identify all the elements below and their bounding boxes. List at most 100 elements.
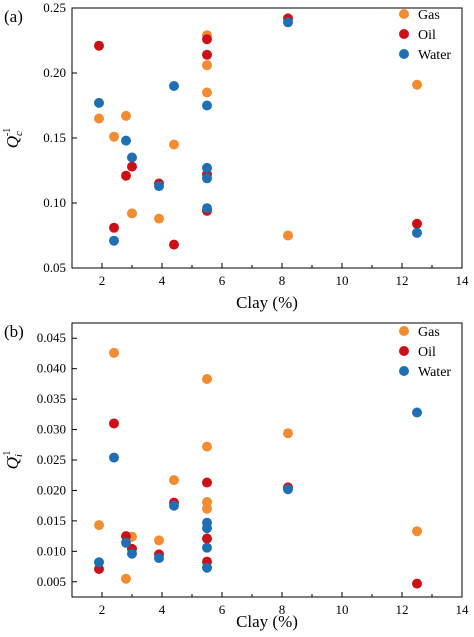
legend-label-oil: Oil (418, 28, 436, 43)
data-point-water (154, 553, 164, 564)
x-tick-label: 14 (456, 602, 470, 617)
y-tick-label: 0.015 (37, 513, 66, 528)
legend-marker-oil (399, 346, 409, 356)
data-point-water (283, 484, 293, 495)
legend-marker-gas (399, 326, 409, 336)
y-tick-label: 0.10 (43, 195, 66, 210)
data-point-water (202, 523, 212, 534)
data-point-water (94, 557, 104, 568)
data-point-gas (283, 428, 293, 439)
data-point-water (169, 500, 179, 511)
data-point-water (202, 203, 212, 214)
legend-label-water: Water (418, 48, 451, 63)
data-point-oil (169, 239, 179, 250)
x-tick-label: 2 (99, 602, 106, 617)
x-tick-label: 10 (336, 273, 349, 288)
y-tick-label: 0.25 (43, 0, 66, 15)
panel-label: (a) (4, 7, 23, 26)
data-point-water (412, 227, 422, 238)
data-point-water (154, 181, 164, 192)
x-axis-label: Clay (%) (236, 612, 298, 631)
data-point-water (202, 542, 212, 553)
data-point-oil (202, 34, 212, 45)
legend-marker-gas (399, 9, 409, 19)
data-point-gas (94, 113, 104, 124)
y-tick-label: 0.040 (37, 361, 66, 376)
data-point-gas (154, 213, 164, 224)
panel-label: (b) (4, 322, 24, 341)
x-tick-label: 6 (219, 602, 226, 617)
x-axis-label: Clay (%) (236, 293, 298, 312)
data-point-gas (94, 520, 104, 531)
data-point-water (169, 81, 179, 91)
data-point-gas (154, 535, 164, 546)
data-point-gas (121, 110, 131, 121)
data-point-gas (202, 87, 212, 98)
data-point-water (202, 562, 212, 573)
data-point-gas (109, 131, 119, 142)
chart-panel-0: 2 4 6 8 10 12 14 0.05 0.10 0.15 0.20 0.25 Clay (%) Qc… (2, 0, 469, 312)
legend-label-gas: Gas (418, 325, 440, 340)
data-point-gas (202, 503, 212, 514)
data-point-water (283, 17, 293, 28)
data-point-water (109, 235, 119, 246)
legend-marker-water (399, 366, 409, 376)
data-point-gas (412, 79, 422, 90)
legend-marker-water (399, 49, 409, 59)
y-tick-label: 0.20 (43, 65, 66, 80)
x-tick-label: 8 (279, 273, 286, 288)
y-tick-label: 0.045 (37, 330, 66, 345)
data-point-oil (412, 578, 422, 589)
data-point-gas (169, 475, 179, 486)
y-tick-label: 0.020 (37, 482, 66, 497)
data-point-gas (169, 139, 179, 150)
y-tick-label: 0.030 (37, 422, 66, 437)
data-point-water (127, 152, 137, 163)
data-point-gas (283, 230, 293, 241)
data-point-water (202, 100, 212, 111)
y-tick-label: 0.005 (37, 574, 66, 589)
data-point-water (202, 173, 212, 184)
data-point-oil (94, 40, 104, 51)
x-tick-label: 12 (396, 273, 409, 288)
y-axis-label-symbol: Q (3, 457, 22, 469)
data-point-oil (202, 477, 212, 488)
plot-frame (71, 7, 463, 269)
data-point-gas (202, 60, 212, 71)
data-point-water (412, 407, 422, 418)
x-tick-label: 6 (219, 273, 226, 288)
y-axis-label: Qi-1 (2, 451, 25, 470)
data-point-oil (109, 418, 119, 429)
data-point-gas (109, 347, 119, 358)
x-tick-label: 8 (279, 602, 286, 617)
legend-label-gas: Gas (418, 8, 440, 23)
data-point-gas (202, 441, 212, 452)
data-point-oil (109, 222, 119, 233)
y-tick-label: 0.035 (37, 391, 66, 406)
data-point-gas (202, 374, 212, 385)
legend-label-oil: Oil (418, 345, 436, 360)
data-point-water (109, 452, 119, 463)
y-axis-label: Qc-1 (2, 128, 25, 149)
y-axis-label-subscript: c (13, 131, 25, 136)
data-point-gas (412, 526, 422, 537)
y-axis-label-subscript: i (13, 454, 25, 457)
y-tick-label: 0.025 (37, 452, 66, 467)
x-tick-label: 10 (336, 602, 349, 617)
x-tick-label: 4 (159, 602, 166, 617)
data-point-water (127, 548, 137, 559)
y-tick-label: 0.15 (43, 130, 66, 145)
legend-label-water: Water (418, 365, 451, 380)
data-point-oil (121, 170, 131, 181)
data-point-oil (202, 49, 212, 60)
legend-marker-oil (399, 29, 409, 39)
chart-panel-1: 2 4 6 8 10 12 14 0.005 0.010 0.015 0.020 0.025 0.030… (2, 322, 469, 631)
data-point-oil (127, 161, 137, 172)
y-axis-label-superscript: -1 (2, 128, 13, 136)
x-tick-label: 4 (159, 273, 166, 288)
x-tick-label: 12 (396, 602, 409, 617)
data-point-water (121, 537, 131, 548)
data-point-water (202, 162, 212, 173)
